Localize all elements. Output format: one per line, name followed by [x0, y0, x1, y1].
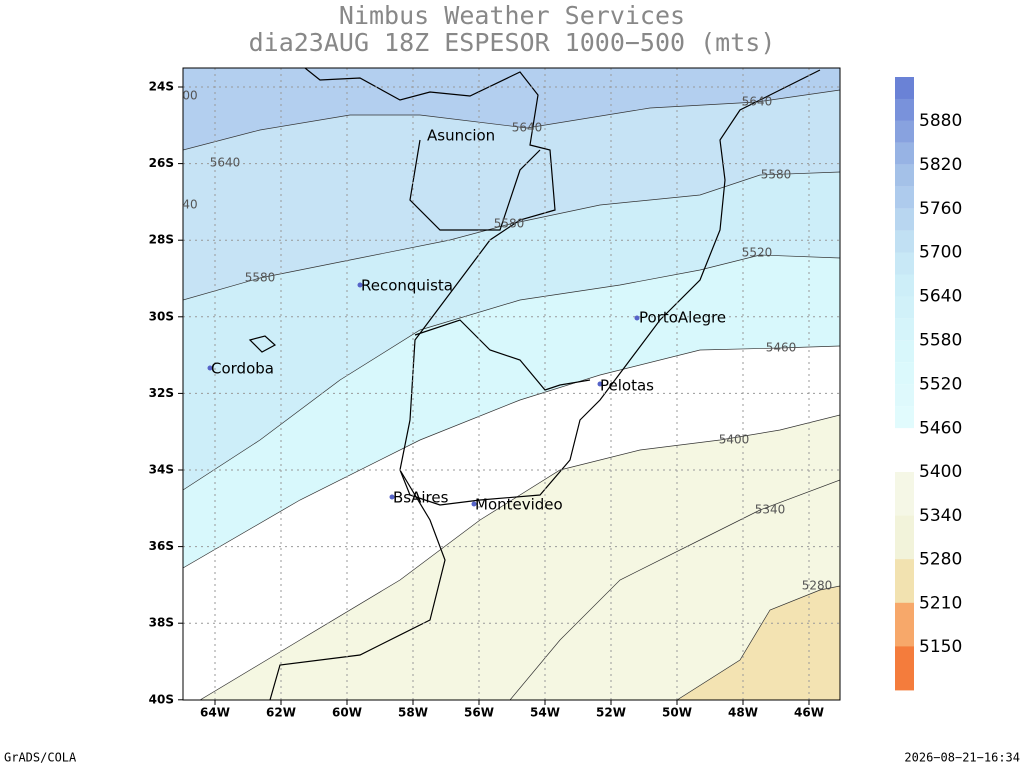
lon-label: 64W: [200, 706, 230, 720]
colorbar-box: [895, 208, 914, 231]
colorbar-box: [895, 318, 914, 341]
city-label: Pelotas: [600, 377, 654, 395]
lon-label: 60W: [332, 706, 362, 720]
contour-label: 00: [182, 89, 197, 103]
lat-label: 38S: [149, 616, 174, 630]
lon-label: 46W: [794, 706, 824, 720]
city-dot: [471, 501, 477, 507]
colorbar-box: [895, 252, 914, 275]
city-label: PortoAlegre: [639, 309, 726, 327]
colorbar-label: 5580: [919, 331, 962, 351]
colorbar-box: [895, 515, 914, 560]
colorbar-box: [895, 646, 914, 691]
lat-label: 26S: [149, 156, 174, 170]
lat-label: 30S: [149, 309, 174, 323]
colorbar-label: 5150: [919, 637, 962, 657]
city-label: Montevideo: [475, 496, 563, 514]
contour-label: 5640: [742, 95, 773, 109]
colorbar-box: [895, 274, 914, 297]
lon-label: 54W: [530, 706, 560, 720]
contour-label: 5280: [802, 579, 833, 593]
contour-label: 5640: [512, 121, 543, 135]
contour-label: 5580: [761, 168, 792, 182]
colorbar-box: [895, 559, 914, 604]
city-dot: [597, 381, 603, 387]
city-label: Reconquista: [361, 277, 453, 295]
colorbar-box: [895, 98, 914, 121]
colorbar-box: [895, 77, 914, 99]
grid: [178, 68, 840, 705]
footer-right: 2026−08−21−16:34: [904, 751, 1020, 765]
contour-label: 5340: [755, 503, 786, 517]
city-label: Cordoba: [211, 360, 274, 378]
colorbar-box: [895, 472, 914, 516]
lon-label: 50W: [662, 706, 692, 720]
lat-label: 28S: [149, 233, 174, 247]
lon-label: 48W: [728, 706, 758, 720]
lat-label: 24S: [149, 80, 174, 94]
colorbar-label: 5700: [919, 243, 962, 263]
lat-label: 34S: [149, 463, 174, 477]
colorbar-label: 5880: [919, 111, 962, 131]
contour-label: 5520: [742, 246, 773, 260]
colorbar-label: 5760: [919, 199, 962, 219]
contour-label: 5640: [210, 156, 241, 170]
colorbar-box: [895, 230, 914, 253]
colorbar-box: [895, 296, 914, 319]
labels: 24S 26S 28S 30S 32S 34S 36S 38S 40S 64W 62W 60W 58W 5…: [149, 80, 833, 720]
colorbar-label: 5210: [919, 593, 962, 613]
colorbar-box: [895, 384, 914, 407]
city-label: BsAires: [393, 489, 449, 507]
colorbar-label: 5460: [919, 418, 962, 438]
city-dot: [357, 282, 363, 288]
colorbar-box: [895, 142, 914, 165]
contour-label: 5580: [494, 217, 525, 231]
title: Nimbus Weather Services: [339, 1, 685, 30]
colorbar-box: [895, 340, 914, 363]
colorbar-label: 5820: [919, 155, 962, 175]
footer-left: GrADS/COLA: [4, 751, 77, 765]
lon-label: 56W: [464, 706, 494, 720]
city-dot: [634, 315, 640, 321]
lat-label: 32S: [149, 386, 174, 400]
lon-label: 52W: [596, 706, 626, 720]
lon-label: 62W: [266, 706, 296, 720]
lat-label: 40S: [149, 692, 174, 706]
lat-label: 36S: [149, 539, 174, 553]
colorbar-box: [895, 406, 914, 429]
city-label: Asuncion: [427, 127, 495, 145]
colorbar-box: [895, 602, 914, 647]
colorbar-box: [895, 186, 914, 209]
subtitle: dia23AUG 18Z ESPESOR 1000−500 (mts): [249, 28, 776, 57]
lon-label: 58W: [398, 706, 428, 720]
colorbar-box: [895, 362, 914, 385]
colorbar-box: [895, 120, 914, 143]
colorbar-label: 5400: [919, 462, 962, 482]
city-dot: [389, 494, 395, 500]
colorbar-box: [895, 164, 914, 187]
contour-label: 5460: [766, 341, 797, 355]
colorbar-label: 5520: [919, 374, 962, 394]
contour-label: 40: [182, 198, 197, 212]
map-frame: [182, 67, 841, 701]
map-fill: [183, 68, 840, 700]
colorbar-label: 5340: [919, 506, 962, 526]
colorbar-label: 5280: [919, 550, 962, 570]
city-dot: [207, 365, 213, 371]
colorbar-label: 5640: [919, 287, 962, 307]
contour-label: 5580: [245, 271, 276, 285]
contour-label: 5400: [719, 433, 750, 447]
colorbar: 5880 5820 5760 5700 5640 5580 5520 5460 5400 5340…: [895, 77, 962, 691]
